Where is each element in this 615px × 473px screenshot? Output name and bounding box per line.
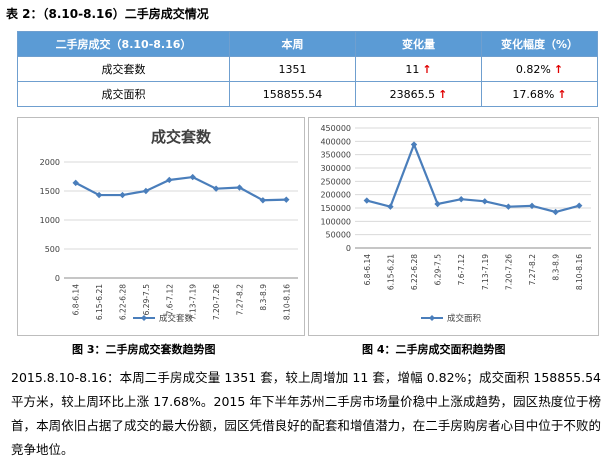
row-label: 成交套数	[17, 56, 230, 82]
data-point	[458, 196, 465, 203]
x-tick-label: 6.8-6.14	[72, 284, 81, 316]
table-caption: 表 2：（8.10-8.16）二手房成交情况	[6, 7, 209, 21]
series-line	[75, 175, 287, 202]
y-tick-label: 350000	[320, 151, 351, 160]
summary-paragraph: 2015.8.10-8.16：本周二手房成交量 1351 套，较上周增加 11 …	[11, 370, 601, 457]
pct-value: 0.82%	[515, 62, 551, 76]
y-tick-label: 250000	[320, 177, 351, 186]
figure-3-caption: 图 3：二手房成交套数趋势图	[72, 343, 216, 356]
data-point	[212, 185, 220, 192]
data-point	[72, 179, 79, 187]
y-tick-label: 500	[45, 245, 60, 254]
figure-4-caption: 图 4：二手房成交面积趋势图	[362, 343, 506, 356]
data-point	[481, 198, 488, 205]
y-tick-label: 0	[55, 274, 60, 283]
pct-value: 17.68%	[512, 87, 555, 101]
x-tick-label: 7.13-7.19	[481, 254, 490, 290]
data-point	[236, 184, 243, 191]
y-tick-label: 2000	[40, 158, 60, 167]
data-point	[434, 200, 441, 208]
transactions-count-chart: 成交套数 0 500 1000 1500 2000 6.8-6.14 6.15-6.21 6.2…	[17, 117, 305, 336]
x-tick-label: 6.8-6.14	[363, 254, 372, 286]
y-tick-label: 1000	[40, 216, 60, 225]
x-tick-label: 8.3-8.9	[552, 254, 561, 281]
legend-marker-icon	[141, 315, 147, 321]
x-tick-label: 7.20-7.26	[212, 284, 221, 320]
data-point	[95, 191, 103, 199]
y-tick-label: 200000	[320, 191, 351, 200]
y-tick-label: 400000	[320, 137, 351, 146]
up-arrow-icon: ↑	[422, 62, 432, 76]
header-change: 变化量	[355, 31, 482, 57]
up-arrow-icon: ↑	[553, 62, 564, 76]
y-tick-label: 0	[346, 244, 351, 253]
y-tick-label: 300000	[320, 164, 351, 173]
summary-table: 二手房成交（8.10-8.16） 本周 变化量 变化幅度（%） 成交套数 135…	[17, 31, 598, 107]
x-tick-label: 8.10-8.16	[282, 284, 291, 320]
x-tick-label: 6.15-6.21	[95, 284, 104, 320]
x-tick-label: 8.3-8.9	[259, 284, 268, 311]
legend-label: 成交面积	[447, 313, 482, 324]
data-point	[410, 141, 418, 148]
up-arrow-icon: ↑	[557, 87, 567, 101]
up-arrow-icon: ↑	[438, 87, 448, 101]
x-tick-label: 6.22-6.28	[119, 284, 128, 320]
data-point	[505, 203, 512, 210]
x-tick-label: 8.10-8.16	[575, 254, 584, 290]
data-point	[528, 202, 536, 210]
row-value: 158855.54	[229, 81, 356, 107]
data-point	[189, 173, 196, 181]
count-chart-svg: 成交套数 0 500 1000 1500 2000 6.8-6.14 6.15-6.21 6.2…	[40, 128, 298, 324]
row-pct: 0.82% ↑	[481, 56, 598, 82]
table-row: 成交套数 1351 11 ↑ 0.82% ↑	[17, 56, 598, 82]
x-tick-label: 6.15-6.21	[386, 254, 395, 290]
data-point	[166, 176, 173, 184]
x-tick-label: 7.27-8.2	[528, 254, 537, 286]
x-tick-label: 6.29-7.5	[434, 254, 443, 286]
data-point	[552, 208, 559, 216]
table-header-row: 二手房成交（8.10-8.16） 本周 变化量 变化幅度（%）	[17, 31, 598, 57]
data-point	[119, 191, 126, 199]
y-tick-label: 450000	[320, 124, 351, 133]
change-value: 23865.5	[389, 87, 436, 101]
header-period: 二手房成交（8.10-8.16）	[17, 31, 230, 57]
x-tick-label: 7.27-8.2	[236, 284, 245, 316]
row-label: 成交面积	[17, 81, 230, 107]
row-value: 1351	[229, 56, 356, 82]
transactions-area-chart: 0 50000 100000 150000 200000 250000 300000 3500…	[308, 117, 599, 336]
legend-label: 成交套数	[159, 313, 194, 324]
row-pct: 17.68% ↑	[481, 81, 598, 107]
chart-title: 成交套数	[151, 128, 212, 146]
x-tick-label: 7.13-7.19	[189, 284, 198, 320]
row-change: 23865.5 ↑	[355, 81, 482, 107]
change-value: 11	[405, 62, 420, 76]
data-point	[363, 197, 370, 204]
y-tick-label: 100000	[320, 217, 351, 226]
table-row: 成交面积 158855.54 23865.5 ↑ 17.68% ↑	[17, 81, 598, 107]
header-this-week: 本周	[229, 31, 356, 57]
legend-marker-icon	[429, 315, 435, 321]
row-change: 11 ↑	[355, 56, 482, 82]
x-tick-label: 7.6-7.12	[457, 254, 466, 286]
area-chart-svg: 0 50000 100000 150000 200000 250000 300000 3500…	[320, 124, 591, 324]
x-tick-label: 6.22-6.28	[410, 254, 419, 290]
data-point	[283, 196, 290, 203]
y-tick-label: 1500	[40, 187, 60, 196]
data-point	[387, 203, 394, 210]
x-tick-label: 7.20-7.26	[504, 254, 513, 290]
x-tick-label: 6.29-7.5	[142, 284, 151, 316]
data-point	[259, 197, 267, 204]
x-tick-label: 7.6-7.12	[165, 284, 174, 316]
y-tick-label: 50000	[326, 231, 351, 240]
y-tick-label: 150000	[320, 204, 351, 213]
header-change-pct: 变化幅度（%）	[481, 31, 598, 57]
series-line	[366, 141, 580, 214]
